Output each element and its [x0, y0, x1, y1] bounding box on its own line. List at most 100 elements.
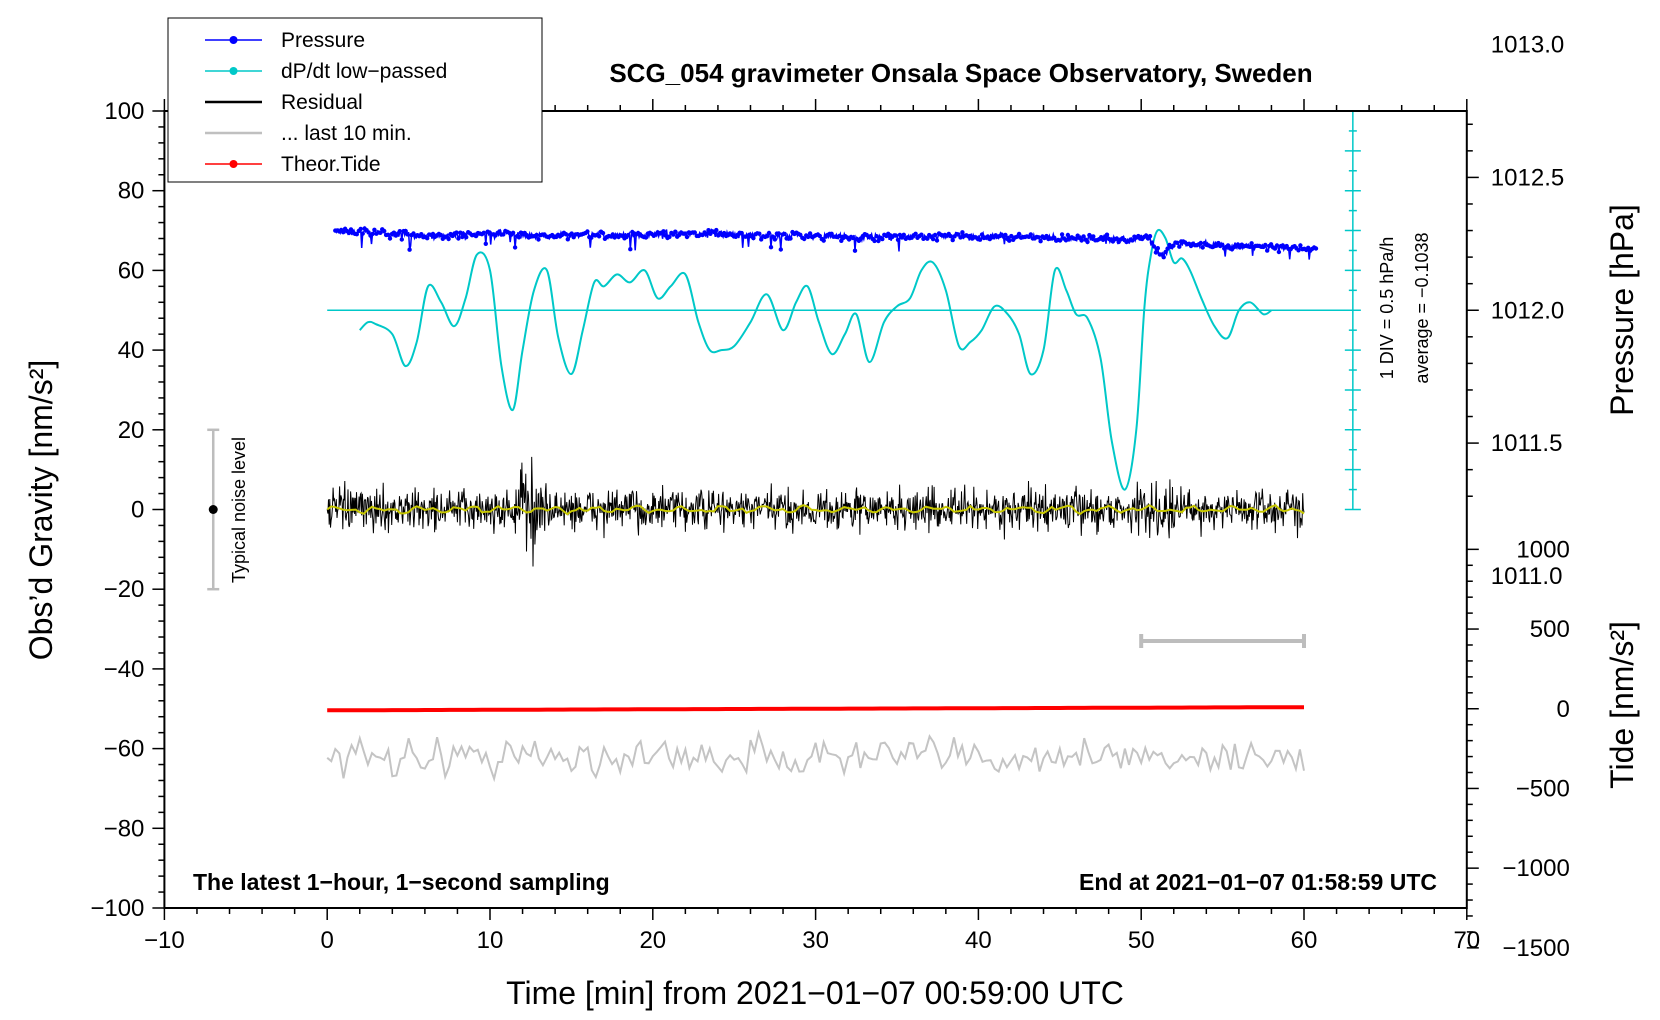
pressure-point	[778, 247, 783, 252]
legend-label: Theor.Tide	[281, 153, 381, 176]
pressure-point	[684, 234, 690, 240]
pressure-point	[397, 229, 402, 234]
y-tick-label: −20	[104, 576, 145, 603]
x-tick-label: 40	[965, 927, 992, 954]
legend-swatch-marker	[229, 36, 238, 44]
pressure-point	[1155, 246, 1161, 251]
x-tick-label: 50	[1128, 927, 1155, 954]
pressure-point	[876, 238, 881, 244]
pressure-point	[1114, 236, 1120, 241]
data-layer	[207, 110, 1361, 783]
legend-swatch-marker	[229, 67, 238, 75]
pressure-point	[682, 231, 688, 236]
pressure-point	[1147, 234, 1153, 239]
pressure-point	[960, 230, 965, 235]
legend-label: Residual	[281, 91, 363, 114]
plot-frame	[163, 110, 1468, 909]
pressure-point	[714, 227, 719, 233]
pressure-point	[1163, 249, 1168, 255]
pressure-point	[1220, 242, 1225, 247]
pressure-point	[1161, 255, 1166, 260]
y-tick-label: 40	[118, 337, 145, 364]
pressure-point	[930, 236, 936, 242]
pressure-point	[399, 237, 404, 242]
pressure-point	[1073, 236, 1079, 242]
pressure-point	[704, 231, 709, 237]
pressure-point	[481, 230, 486, 235]
pressure-point	[585, 229, 590, 234]
pressure-point	[534, 232, 539, 238]
y-axis-title: Obs’d Gravity [nm/s²]	[23, 360, 59, 661]
pressure-point	[1153, 250, 1159, 255]
pressure-point	[1104, 232, 1110, 237]
pressure-point	[874, 234, 879, 239]
pressure-point	[661, 229, 666, 234]
y-tick-label: 100	[104, 98, 144, 125]
pressure-point	[1249, 241, 1254, 246]
pressure-point	[948, 234, 953, 239]
pressure-tick-label: 1012.5	[1491, 164, 1564, 191]
pressure-point	[1296, 248, 1301, 253]
pressure-point	[673, 229, 678, 234]
legend-swatch-marker	[229, 160, 238, 168]
pressure-point	[1038, 239, 1043, 244]
pressure-point	[446, 236, 451, 242]
pressure-point	[1036, 235, 1041, 240]
pressure-point	[925, 236, 930, 241]
dpdt-scale-label: 1 DIV = 0.5 hPa/h	[1377, 237, 1397, 380]
pressure-point	[1200, 245, 1205, 250]
pressure-point	[464, 235, 469, 240]
pressure-point	[378, 230, 383, 235]
pressure-point	[692, 230, 697, 235]
pressure-point	[772, 237, 778, 242]
pressure-point	[456, 236, 461, 241]
pressure-point	[1247, 244, 1252, 249]
pressure-points	[333, 226, 1319, 260]
pressure-point	[852, 248, 858, 253]
pressure-point	[919, 232, 924, 237]
pressure-point	[1313, 246, 1319, 251]
pressure-point	[667, 234, 672, 240]
pressure-point	[895, 237, 901, 242]
pressure-point	[1007, 238, 1012, 243]
pressure-point	[1276, 249, 1282, 255]
x-tick-label: 30	[802, 927, 829, 954]
pressure-point	[1130, 238, 1135, 243]
pressure-point	[425, 236, 430, 241]
pressure-point	[366, 230, 371, 235]
pressure-point	[751, 235, 756, 241]
pressure-point	[1028, 232, 1034, 237]
y-tick-label: −100	[90, 895, 144, 922]
tide-tick-label: 0	[1556, 696, 1569, 723]
pressure-point	[913, 231, 918, 236]
pressure-point	[565, 237, 570, 242]
pressure-tick-label: 1012.0	[1491, 297, 1564, 324]
pressure-point	[458, 230, 463, 235]
x-axis-title: Time [min] from 2021−01−07 00:59:00 UTC	[506, 975, 1124, 1011]
pressure-point	[817, 233, 822, 239]
pressure-point	[880, 236, 885, 242]
x-tick-label: 70	[1453, 927, 1480, 954]
legend: Pressure dP/dt low−passed Residual ... last…	[167, 17, 543, 183]
pressure-point	[766, 230, 772, 236]
pressure-point	[563, 232, 569, 237]
pressure-point	[382, 228, 387, 234]
pressure-point	[358, 226, 363, 232]
pressure-point	[596, 234, 602, 239]
noise-bar-center	[208, 505, 218, 514]
legend-label: ... last 10 min.	[281, 122, 412, 145]
pressure-point	[387, 236, 393, 241]
pressure-point	[643, 235, 649, 240]
pressure-point	[1151, 244, 1157, 249]
pressure-point	[802, 236, 807, 242]
pressure-point	[1177, 244, 1182, 249]
y-tick-label: 80	[118, 178, 145, 205]
pressure-point	[1079, 238, 1084, 243]
pressure-point	[1016, 231, 1022, 237]
pressure-point	[764, 234, 770, 239]
note-sampling: The latest 1−hour, 1−second sampling	[193, 869, 610, 895]
pressure-point	[932, 232, 938, 238]
theor-tide-series-line	[327, 705, 1304, 713]
pressure-point	[1085, 239, 1090, 245]
